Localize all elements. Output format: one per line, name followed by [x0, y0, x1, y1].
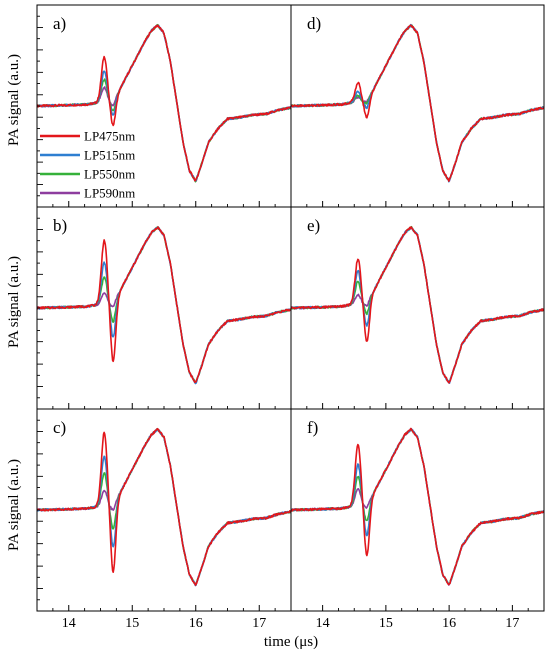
series-group — [37, 427, 291, 587]
panel-a: a) — [36, 4, 292, 208]
series-line-LP515nm — [291, 226, 544, 384]
x-tick-label: 16 — [189, 616, 203, 631]
panel-label: b) — [53, 216, 67, 235]
series-line-LP590nm — [37, 226, 291, 385]
x-tick-label: 15 — [125, 616, 139, 631]
series-group — [291, 23, 544, 183]
series-line-LP475nm — [37, 226, 291, 384]
series-group — [291, 427, 544, 586]
legend-label: LP475nm — [84, 129, 135, 144]
panel-c: 14 15 16 17 c) — [36, 408, 292, 631]
x-tick-label: 14 — [62, 616, 76, 631]
x-tick-label: 16 — [442, 616, 456, 631]
series-line-LP475nm — [291, 226, 544, 384]
panel-label: c) — [53, 418, 66, 437]
legend-item: LP590nm — [40, 186, 135, 201]
panel-label: e) — [307, 216, 320, 235]
series-group — [37, 23, 291, 183]
panel-e: e) — [290, 206, 545, 410]
panel-f: 14 15 16 17 f) — [290, 408, 545, 631]
series-line-LP475nm — [37, 24, 291, 182]
series-line-LP515nm — [37, 24, 291, 182]
legend-label: LP515nm — [84, 148, 135, 163]
series-line-LP590nm — [291, 226, 544, 384]
panel-d: d) — [290, 4, 545, 208]
series-line-LP550nm — [291, 225, 544, 383]
x-tick-label: 17 — [252, 616, 266, 631]
legend: LP475nm LP515nm LP550nm LP590nm — [40, 129, 135, 201]
panel-grid: a) b) 14 15 16 17 c) d) e) 14 15 16 17 f) — [36, 4, 545, 631]
series-line-LP590nm — [291, 23, 544, 182]
series-line-LP515nm — [37, 428, 291, 587]
x-tick-label: 15 — [379, 616, 393, 631]
series-line-LP590nm — [37, 24, 291, 182]
legend-item: LP475nm — [40, 129, 135, 144]
series-line-LP590nm — [37, 427, 291, 586]
series-line-LP550nm — [37, 428, 291, 586]
ylabel-middle: PA signal (a.u.) — [6, 256, 22, 348]
series-line-LP475nm — [291, 24, 544, 182]
panel-label: a) — [53, 14, 66, 33]
series-line-LP475nm — [291, 427, 544, 586]
panel-label: f) — [307, 418, 318, 437]
series-line-LP550nm — [37, 225, 291, 383]
panel-b: b) — [36, 206, 292, 410]
legend-item: LP550nm — [40, 167, 135, 182]
ylabel-bottom: PA signal (a.u.) — [6, 459, 22, 551]
series-line-LP515nm — [37, 226, 291, 385]
x-tick-label: 14 — [316, 616, 330, 631]
series-group — [291, 225, 544, 384]
x-tick-label: 17 — [505, 616, 519, 631]
xlabel: time (μs) — [264, 634, 318, 650]
legend-label: LP590nm — [84, 186, 135, 201]
series-line-LP475nm — [37, 427, 291, 586]
series-line-LP515nm — [291, 428, 544, 585]
ylabel-top: PA signal (a.u.) — [6, 54, 22, 146]
legend-label: LP550nm — [84, 167, 135, 182]
series-group — [37, 225, 291, 385]
legend-item: LP515nm — [40, 148, 135, 163]
panel-label: d) — [307, 14, 321, 33]
series-line-LP550nm — [291, 428, 544, 586]
